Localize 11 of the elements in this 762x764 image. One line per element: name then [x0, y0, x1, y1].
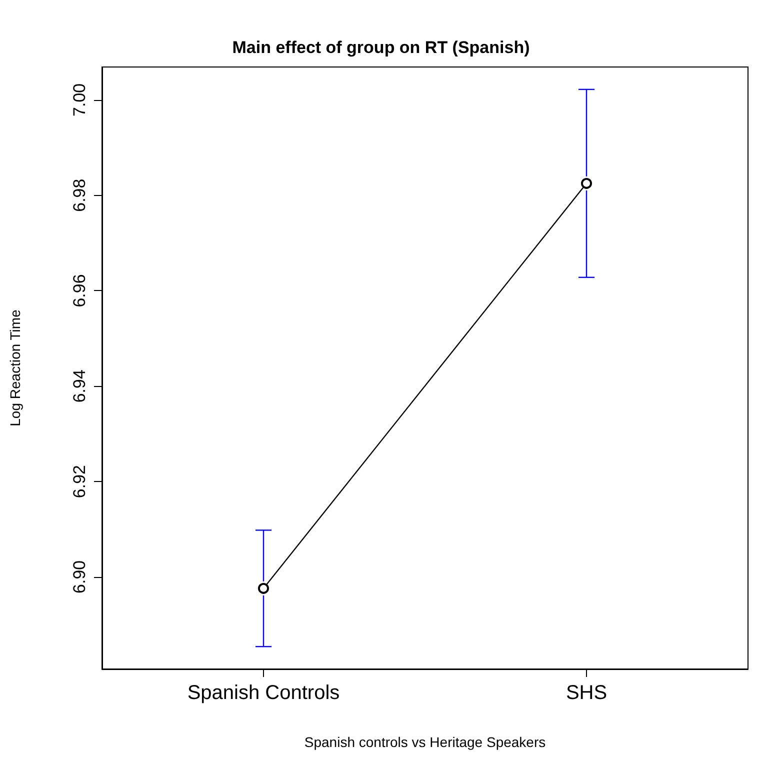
x-axis-title: Spanish controls vs Heritage Speakers — [304, 734, 546, 750]
y-tick-label: 7.00 — [70, 83, 89, 116]
y-tick-label: 6.90 — [70, 560, 89, 594]
y-tick-label: 6.98 — [70, 178, 89, 212]
y-axis-title: Log Reaction Time — [7, 309, 23, 426]
y-tick-label: 6.92 — [70, 464, 89, 498]
x-tick-label: SHS — [566, 682, 608, 704]
x-tick-label: Spanish Controls — [187, 682, 340, 704]
y-tick-label: 6.94 — [70, 370, 89, 403]
y-tick-label: 6.96 — [70, 274, 89, 308]
chart-title: Main effect of group on RT (Spanish) — [232, 38, 530, 57]
